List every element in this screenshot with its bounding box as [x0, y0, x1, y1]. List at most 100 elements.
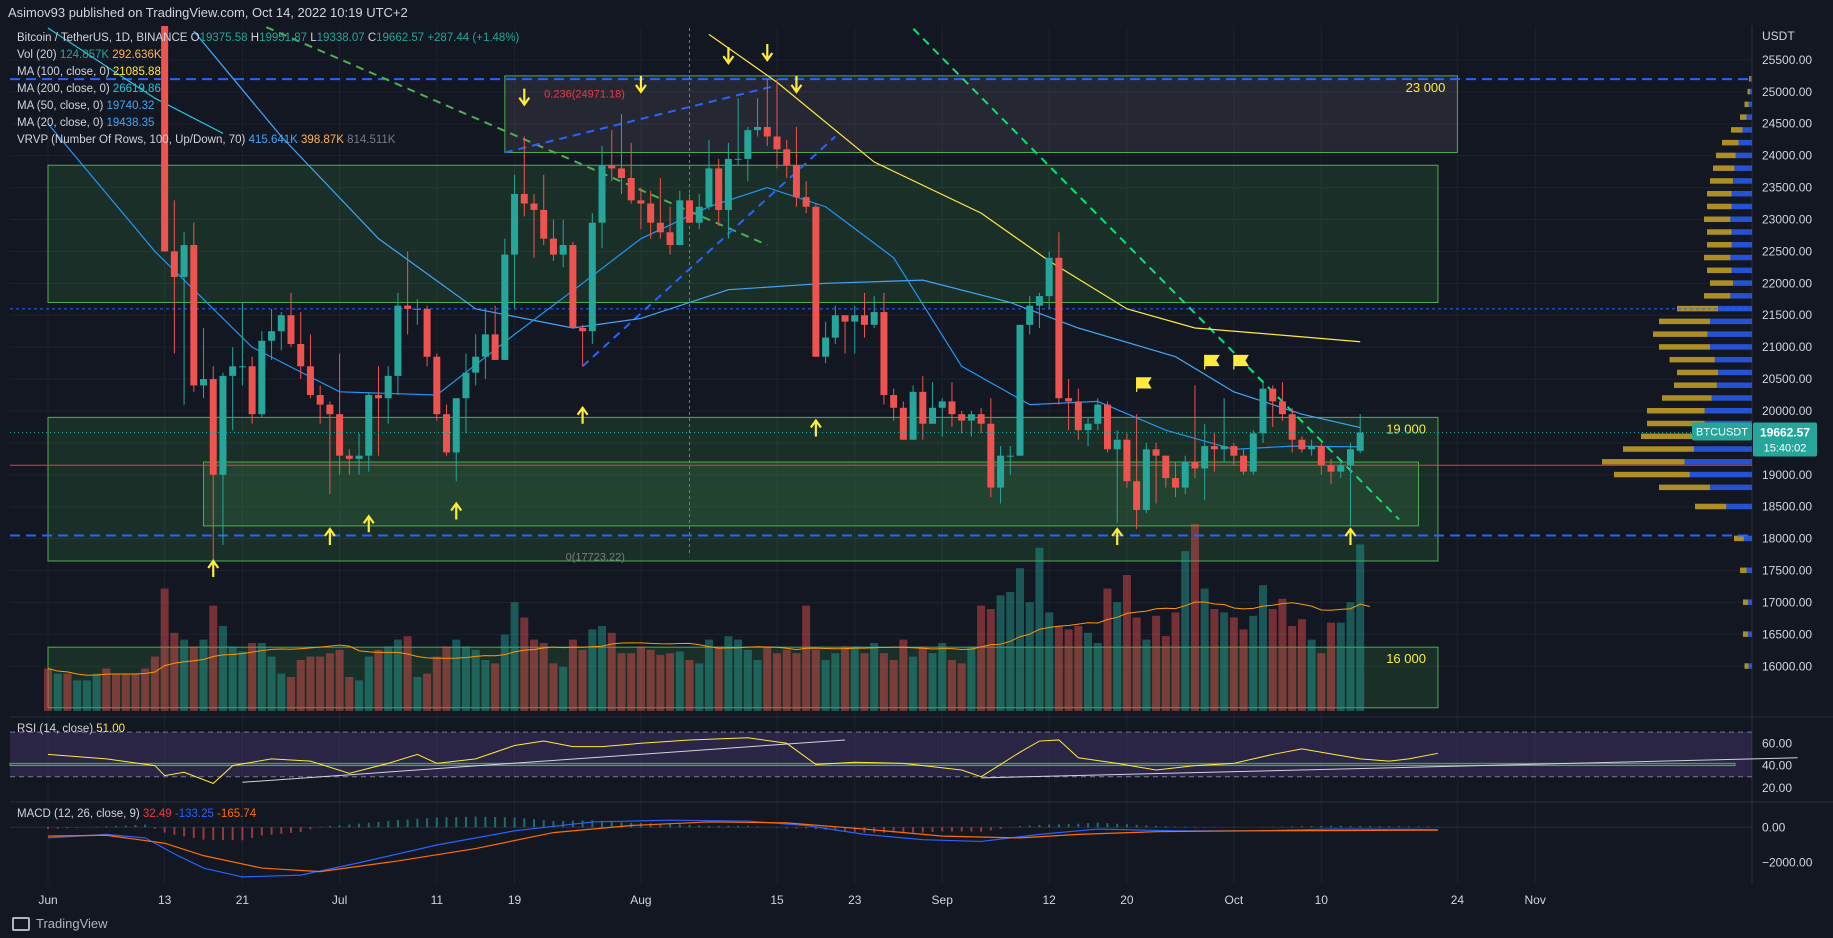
- volume-profile: [1602, 76, 1752, 669]
- volume-bar: [821, 660, 830, 711]
- vp-row-down: [1726, 503, 1752, 510]
- volume-bar: [63, 673, 72, 711]
- volume-bar: [578, 649, 587, 711]
- candle-body: [1317, 446, 1325, 466]
- legend-ohlc-value: 19662.57: [376, 32, 427, 44]
- macd-histogram-bar: [717, 825, 720, 828]
- volume-bar: [141, 668, 150, 711]
- macd-histogram-bar: [221, 827, 224, 840]
- volume-bar: [1074, 626, 1083, 711]
- volume-bar: [423, 673, 432, 711]
- volume-bar: [918, 646, 927, 711]
- macd-histogram-bar: [173, 827, 176, 835]
- volume-bar: [792, 653, 801, 711]
- candle-body: [1094, 404, 1102, 424]
- candle-body: [277, 315, 285, 332]
- candle-body: [345, 455, 353, 459]
- date-tick-label: Jul: [332, 893, 347, 907]
- candle-body: [880, 312, 888, 396]
- macd-histogram-bar: [406, 819, 409, 828]
- candle-body: [1259, 388, 1267, 434]
- volume-bar: [549, 663, 558, 711]
- macd-histogram-bar: [260, 827, 263, 836]
- legend-row-value: 814.511K: [347, 134, 396, 146]
- volume-bar: [743, 649, 752, 711]
- candle-body: [1113, 439, 1121, 450]
- volume-bar: [1152, 615, 1161, 711]
- macd-histogram-bar: [377, 821, 380, 828]
- macd-histogram-bar: [319, 826, 322, 828]
- macd-histogram-bar: [396, 820, 399, 828]
- macd-histogram-bar: [591, 820, 594, 828]
- volume-bar: [53, 673, 62, 711]
- footer: TradingView: [0, 910, 1833, 938]
- volume-bar: [150, 656, 159, 711]
- vp-row-down: [1738, 139, 1752, 146]
- macd-histogram-bar: [805, 827, 808, 829]
- price-tick-label: 22000.00: [1762, 276, 1812, 290]
- macd-histogram-bar: [1417, 826, 1420, 828]
- volume-bar: [704, 639, 713, 711]
- arrow-down-icon: [635, 75, 647, 94]
- flag-icon: [1233, 354, 1249, 370]
- volume-bar: [695, 663, 704, 711]
- volume-bar: [364, 656, 373, 711]
- candle-body: [997, 455, 1005, 488]
- vp-row-up: [1641, 433, 1703, 440]
- vp-row-up: [1623, 446, 1694, 452]
- volume-bar: [666, 653, 675, 711]
- macd-histogram-bar: [853, 827, 856, 832]
- volume-bar: [1210, 609, 1219, 711]
- volume-bar: [277, 673, 286, 711]
- macd-histogram-bar: [960, 827, 963, 832]
- candle-body: [1133, 481, 1141, 510]
- candle-body: [1191, 462, 1199, 469]
- candle-body: [404, 305, 412, 309]
- vp-row-down: [1731, 203, 1752, 210]
- volume-ma-line: [47, 601, 1371, 676]
- chart-area[interactable]: 23 000 19 000 16 000 0.236(24971.18) 0(1772…: [0, 26, 1833, 910]
- volume-bar: [782, 649, 791, 711]
- volume-bar: [879, 653, 888, 711]
- volume-bar: [1122, 575, 1131, 711]
- arrow-up-icon: [323, 527, 336, 546]
- macd-histogram-bar: [912, 827, 915, 833]
- vp-row-down: [1718, 369, 1752, 376]
- legend-row-value: 415.641K: [249, 134, 301, 146]
- volume-bar: [977, 605, 986, 711]
- volume-bar: [1093, 643, 1102, 711]
- macd-tick-label: −2000.00: [1762, 856, 1813, 870]
- trendline: [909, 26, 1400, 521]
- macd-histogram-bar: [1057, 824, 1060, 828]
- legend-row-value: 19740.32: [106, 100, 154, 112]
- macd-histogram-bar: [1388, 826, 1391, 828]
- zone-box: [47, 646, 1439, 709]
- price-tick-label: 22500.00: [1762, 244, 1812, 258]
- volume-bar: [763, 646, 772, 711]
- rsi-tick-label: 60.00: [1762, 736, 1792, 750]
- candle-body: [180, 245, 188, 277]
- volume-bar: [627, 653, 636, 711]
- macd-histogram-bar: [212, 827, 215, 840]
- rsi-trendline: [242, 739, 846, 783]
- volume-bar: [967, 646, 976, 711]
- volume-bar: [238, 651, 247, 711]
- candle-body: [1172, 478, 1180, 488]
- vp-row-up: [1704, 216, 1731, 222]
- date-tick-label: 12: [1042, 893, 1056, 907]
- macd-histogram-bar: [688, 824, 691, 828]
- macd-histogram-bar: [1281, 826, 1284, 828]
- vp-row-down: [1684, 459, 1752, 465]
- vp-row-down: [1742, 127, 1752, 133]
- candle-body: [617, 168, 625, 179]
- price-tick-label: 25500.00: [1762, 53, 1812, 67]
- volume-bar: [734, 639, 743, 711]
- date-tick-label: 11: [431, 893, 444, 907]
- vp-row-up: [1710, 178, 1734, 184]
- candle-body: [540, 209, 548, 239]
- volume-bar: [1239, 629, 1248, 711]
- volume-bar: [675, 651, 684, 711]
- vp-row-down: [1718, 305, 1752, 312]
- candle-body: [851, 315, 859, 322]
- price-tick-label: 18500.00: [1762, 500, 1812, 514]
